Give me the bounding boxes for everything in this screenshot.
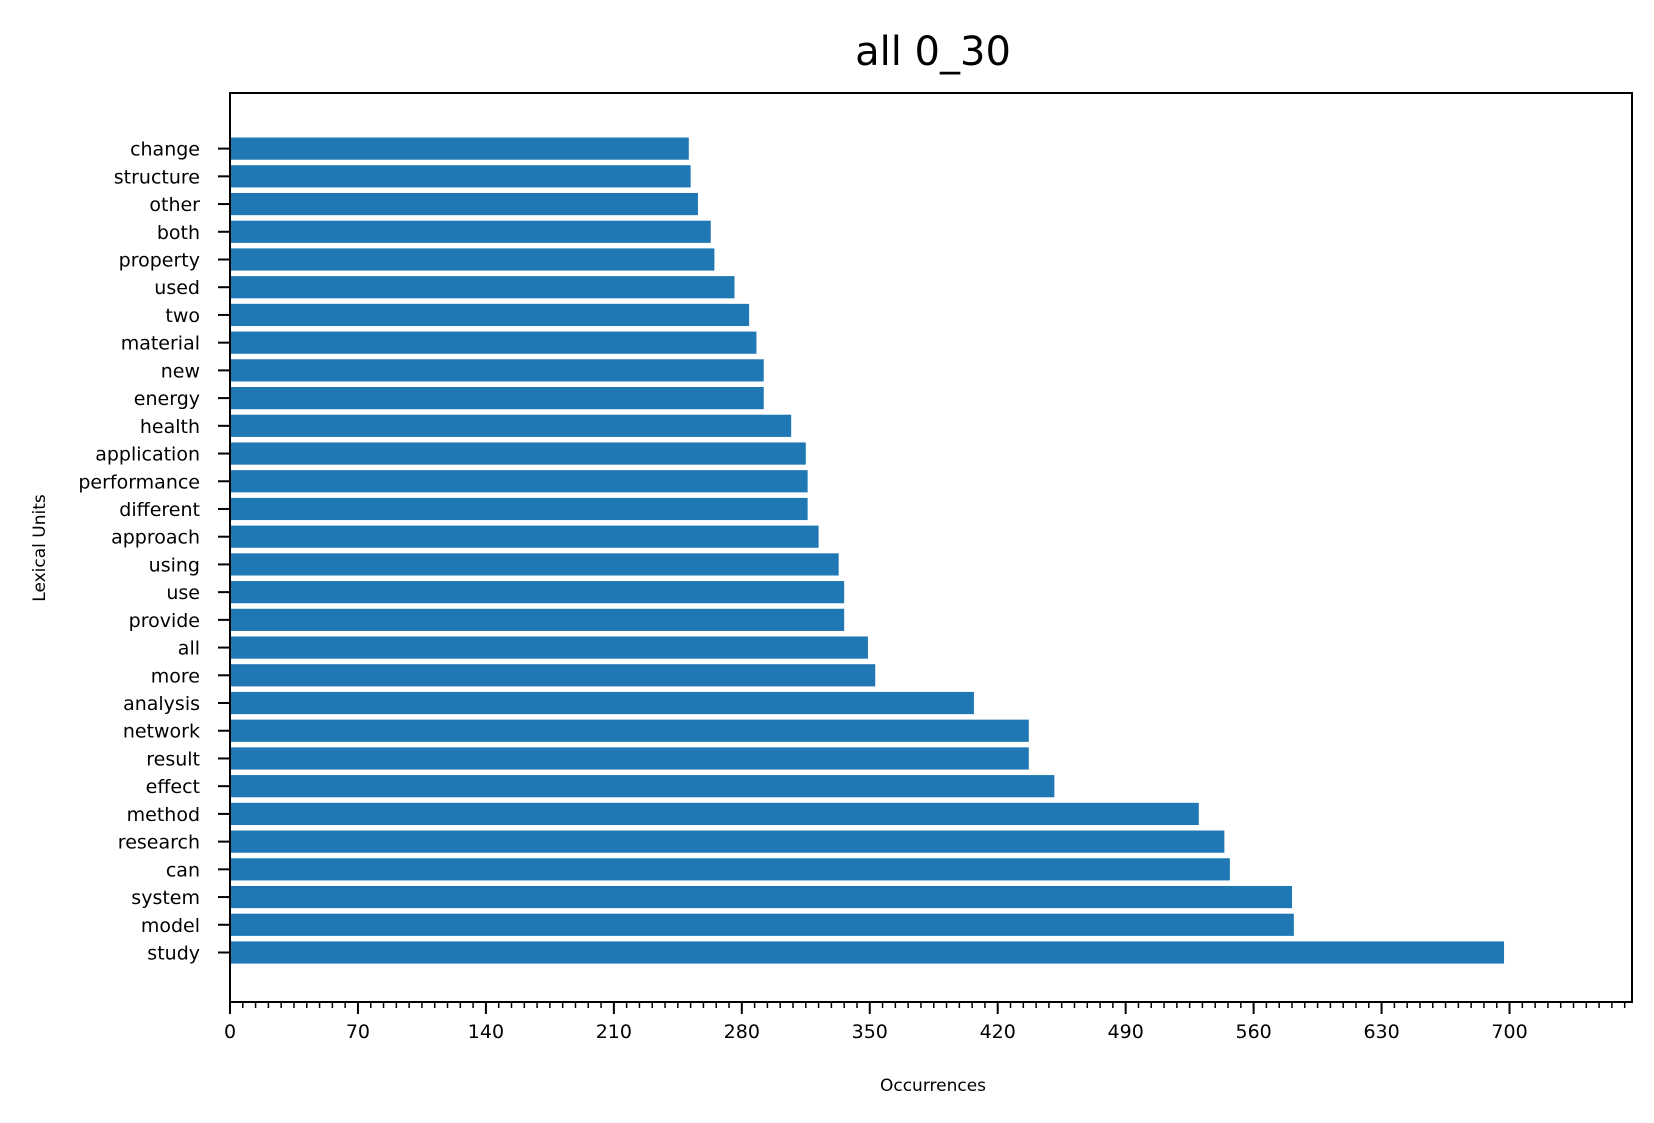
y-tick-label: model [141, 915, 200, 937]
y-tick-label: material [121, 333, 200, 355]
x-tick-label: 70 [346, 1021, 370, 1043]
bar-effect [230, 775, 1055, 798]
y-tick-label: study [147, 943, 200, 965]
y-tick-label: use [166, 582, 200, 604]
x-tick-label: 280 [724, 1021, 760, 1043]
bar-application [230, 442, 806, 465]
bar-property [230, 248, 715, 271]
y-tick-label: system [131, 887, 200, 909]
y-tick-label: research [118, 832, 200, 854]
y-tick-label: method [127, 804, 200, 826]
bar-model [230, 913, 1294, 936]
x-tick-label: 420 [980, 1021, 1016, 1043]
x-tick-label: 490 [1108, 1021, 1144, 1043]
x-tick-label: 210 [596, 1021, 632, 1043]
y-tick-label: structure [114, 166, 200, 188]
y-tick-label: using [149, 554, 200, 576]
bar-change [230, 137, 689, 160]
x-tick-label: 700 [1491, 1021, 1527, 1043]
bar-method [230, 802, 1199, 825]
x-tick-label: 630 [1363, 1021, 1399, 1043]
y-tick-label: application [95, 444, 200, 466]
bar-material [230, 331, 757, 354]
bar-structure [230, 165, 691, 188]
bar-provide [230, 608, 845, 631]
plot-area-frame [229, 92, 1633, 1003]
y-tick-label: result [146, 748, 200, 770]
bar-two [230, 303, 750, 327]
bar-study [230, 941, 1505, 964]
bar-research [230, 830, 1225, 853]
bar-used [230, 276, 735, 299]
y-tick-label: network [123, 721, 200, 743]
chart-title: all 0_30 [855, 29, 1011, 75]
bar-analysis [230, 691, 974, 715]
y-ticks-group: study model system can research method effect r… [78, 139, 230, 965]
y-tick-label: provide [129, 610, 200, 632]
x-tick-label: 350 [852, 1021, 888, 1043]
bar-using [230, 553, 839, 576]
bar-all [230, 636, 868, 659]
y-tick-label: new [161, 360, 200, 382]
bar-approach [230, 525, 819, 548]
bar-performance [230, 470, 808, 493]
bar-other [230, 192, 698, 216]
y-tick-label: used [154, 277, 200, 299]
bar-different [230, 497, 808, 521]
y-tick-label: property [119, 250, 200, 272]
y-axis-label: Lexical Units [30, 494, 50, 602]
y-tick-label: energy [134, 388, 200, 410]
bar-network [230, 719, 1029, 742]
bars-group [230, 137, 1505, 964]
y-tick-label: all [178, 638, 200, 660]
x-tick-label: 560 [1235, 1021, 1271, 1043]
y-tick-label: change [130, 139, 200, 161]
y-tick-label: health [140, 416, 200, 438]
bar-more [230, 664, 876, 687]
x-tick-label: 0 [224, 1021, 236, 1043]
bar-system [230, 885, 1293, 909]
bar-both [230, 220, 711, 243]
bar-can [230, 858, 1230, 881]
x-ticks-group: 0 70 140 210 280 350 420 490 560 630 700 [224, 1002, 1626, 1043]
y-tick-label: different [119, 499, 200, 521]
x-tick-label: 140 [468, 1021, 504, 1043]
bar-new [230, 359, 764, 382]
y-tick-label: other [149, 194, 200, 216]
bar-result [230, 747, 1029, 770]
y-tick-label: approach [111, 527, 200, 549]
y-tick-label: performance [78, 471, 200, 493]
y-tick-label: more [151, 665, 200, 687]
y-tick-label: two [165, 305, 200, 327]
bar-energy [230, 387, 764, 410]
bar-health [230, 414, 792, 437]
y-tick-label: analysis [123, 693, 200, 715]
y-tick-label: effect [146, 776, 200, 798]
x-axis-label: Occurrences [880, 1076, 986, 1096]
bar-use [230, 581, 845, 604]
y-tick-label: can [166, 859, 200, 881]
y-tick-label: both [157, 222, 200, 244]
